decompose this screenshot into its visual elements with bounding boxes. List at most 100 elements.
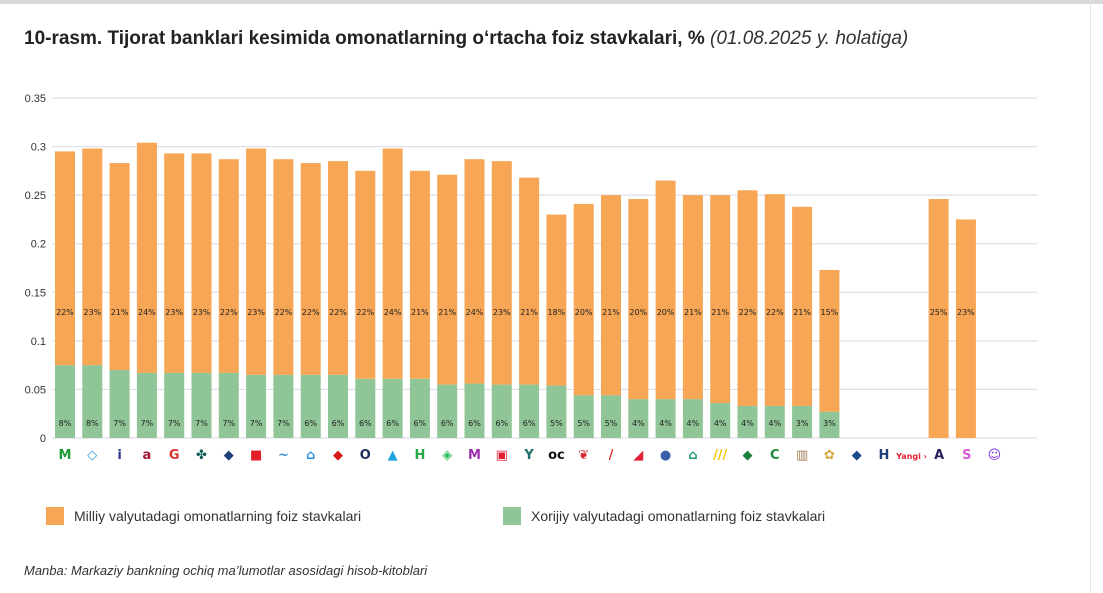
bar-national: [300, 163, 321, 375]
bank-logo-icon: H: [414, 448, 425, 463]
bar-national: [328, 161, 348, 375]
bank-logo-icon: ◢: [633, 448, 643, 463]
bank-logo-icon: Yangi ›: [895, 452, 927, 461]
legend-label-national: Milliy valyutadagi omonatlarning foiz st…: [74, 508, 362, 524]
data-label-foreign: 6%: [523, 419, 536, 428]
y-tick-label: 0.35: [25, 93, 46, 105]
bar-national: [382, 148, 403, 379]
bar-foreign: [409, 378, 430, 438]
bank-logo-icon: ◆: [743, 448, 753, 463]
data-label-foreign: 7%: [195, 419, 208, 428]
data-label-national: 22%: [356, 308, 374, 317]
bank-logo-icon: G: [169, 448, 180, 463]
bar-foreign: [573, 395, 594, 438]
y-tick-label: 0.2: [31, 239, 46, 251]
bank-logo-icon: ◆: [852, 448, 862, 463]
bank-logo-icon: M: [468, 448, 481, 463]
chart-title-text: 10-rasm. Tijorat banklari kesimida omona…: [24, 28, 705, 49]
bank-logo-icon: i: [117, 448, 121, 463]
bank-logo-icon: ■: [250, 448, 262, 463]
bar-foreign: [328, 374, 348, 438]
data-label-foreign: 4%: [741, 419, 754, 428]
data-label-national: 24%: [466, 308, 484, 317]
y-tick-label: 0.05: [25, 384, 46, 396]
data-label-national: 23%: [247, 308, 265, 317]
data-label-foreign: 7%: [113, 419, 126, 428]
bank-logo-icon: a: [143, 448, 152, 463]
top-border: [0, 0, 1103, 4]
data-label-foreign: 6%: [441, 419, 454, 428]
bar-foreign: [437, 384, 458, 438]
data-label-national: 21%: [793, 308, 811, 317]
bar-national: [409, 170, 430, 379]
y-tick-label: 0.25: [25, 190, 46, 202]
data-label-foreign: 4%: [632, 419, 645, 428]
data-label-national: 22%: [739, 308, 757, 317]
bar-national: [82, 148, 103, 366]
data-label-foreign: 7%: [141, 419, 154, 428]
bank-logo-icon: ▣: [496, 448, 508, 463]
right-border: [1090, 0, 1091, 593]
data-label-national: 22%: [766, 308, 784, 317]
bar-foreign: [628, 399, 649, 438]
bar-national: [437, 174, 458, 385]
bar-foreign: [218, 372, 239, 438]
bank-logo-icon: ☺: [988, 448, 1002, 463]
bar-national: [573, 203, 594, 396]
bar-national: [955, 219, 976, 438]
bank-logo-icon: ❦: [578, 448, 589, 463]
data-label-foreign: 8%: [86, 419, 99, 428]
bar-foreign: [792, 405, 813, 438]
data-label-national: 22%: [329, 308, 347, 317]
bar-national: [928, 199, 949, 438]
y-tick-label: 0.3: [31, 142, 46, 154]
bank-logo-icon: ◆: [333, 448, 343, 463]
bank-logo-icon: ✤: [196, 448, 207, 463]
data-label-national: 18%: [548, 308, 566, 317]
bar-foreign: [737, 405, 758, 438]
data-label-foreign: 4%: [714, 419, 727, 428]
data-label-foreign: 4%: [768, 419, 781, 428]
y-tick-label: 0.1: [31, 336, 46, 348]
data-label-foreign: 7%: [222, 419, 235, 428]
bank-logo-icon: ✿: [824, 448, 835, 463]
bar-foreign: [164, 372, 185, 438]
data-label-foreign: 6%: [386, 419, 399, 428]
legend-swatch-national: [46, 507, 64, 525]
bar-national: [109, 163, 130, 370]
bar-foreign: [246, 374, 267, 438]
data-label-foreign: 8%: [59, 419, 72, 428]
data-label-national: 24%: [384, 308, 402, 317]
legend-item-national: Milliy valyutadagi omonatlarning foiz st…: [46, 507, 361, 525]
data-label-national: 21%: [520, 308, 538, 317]
bank-logo-icon: ◆: [224, 448, 234, 463]
bar-national: [273, 159, 294, 375]
bar-national: [628, 199, 649, 400]
bank-logo-icon: /: [609, 448, 614, 463]
bar-foreign: [136, 372, 157, 438]
data-label-national: 21%: [711, 308, 729, 317]
bar-foreign: [764, 405, 785, 438]
data-label-national: 23%: [165, 308, 183, 317]
data-label-foreign: 5%: [550, 419, 563, 428]
bar-national: [136, 142, 157, 373]
data-label-foreign: 4%: [687, 419, 700, 428]
data-label-national: 23%: [957, 308, 975, 317]
bar-national: [355, 170, 376, 379]
bar-foreign: [300, 374, 321, 438]
data-label-foreign: 6%: [359, 419, 372, 428]
bar-foreign: [109, 370, 130, 438]
bar-foreign: [464, 383, 485, 438]
data-label-national: 23%: [193, 308, 211, 317]
bar-national: [737, 190, 758, 406]
source-note: Manba: Markaziy bankning ochiq ma’lumotl…: [24, 563, 428, 578]
bar-foreign: [491, 384, 512, 438]
bar-national: [710, 195, 731, 404]
bank-logo-icon: Y: [523, 448, 534, 463]
bar-foreign: [710, 403, 731, 438]
data-label-national: 21%: [602, 308, 620, 317]
bar-national: [191, 153, 212, 373]
bar-foreign: [355, 378, 376, 438]
bar-national: [792, 206, 813, 406]
bank-logo-icon: C: [770, 448, 780, 463]
